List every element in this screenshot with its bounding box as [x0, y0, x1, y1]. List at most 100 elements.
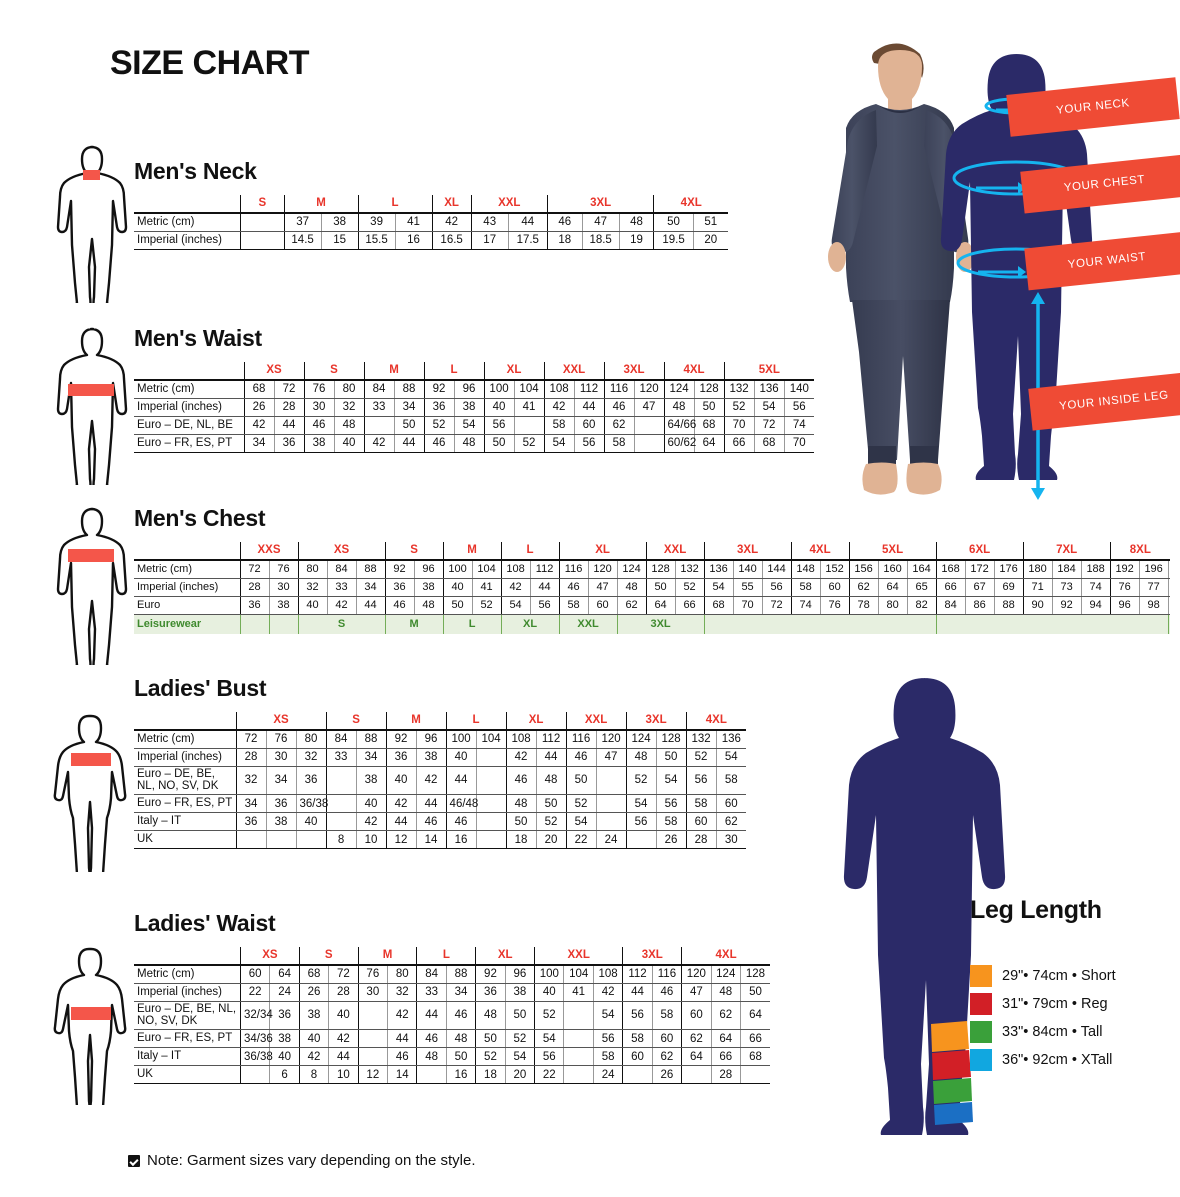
table-header-row: XS S M L XL XXL 3XL 4XL 5XL: [134, 362, 815, 381]
cell: 60: [819, 578, 850, 597]
cell: 86: [964, 596, 995, 615]
cell: [563, 1065, 594, 1085]
cell: 196: [1138, 560, 1169, 579]
cell: 90: [1022, 596, 1053, 615]
cell: 124: [625, 730, 657, 749]
cell: 56: [529, 596, 560, 615]
male-figure-chest: [56, 507, 128, 665]
cell: 30: [715, 830, 747, 850]
cell: 38: [265, 812, 296, 832]
cell: 10: [328, 1065, 359, 1085]
cell: 140: [783, 380, 815, 399]
cell: 58: [592, 1047, 623, 1067]
cell: 16: [445, 830, 477, 850]
cell: 33: [326, 578, 357, 597]
model-photo: [828, 43, 974, 495]
cell: 56: [625, 812, 657, 832]
waist-highlight-band-female: [71, 1007, 111, 1020]
cell: 42: [543, 398, 575, 417]
size-header: M: [442, 542, 502, 561]
table-header-row: XS S M L XL XXL 3XL 4XL: [134, 712, 747, 731]
cell: 26: [655, 830, 687, 850]
cell: 38: [355, 766, 387, 796]
female-figure-waist: [53, 947, 127, 1105]
cell: 48: [413, 596, 444, 615]
row-label: Euro – DE, BE, NL, NO, SV, DK: [134, 1001, 241, 1031]
cell: 54: [453, 416, 485, 435]
leisurewear-cell: M: [384, 614, 444, 634]
cell: 56: [622, 1001, 653, 1031]
cell: 36: [423, 398, 455, 417]
cell: 76: [1109, 578, 1140, 597]
table-row: Euro – DE, BE, NL, NO, SV, DK 32 34 36 38 40 42…: [134, 766, 747, 796]
leg-length-bands: [931, 1021, 973, 1125]
cell: 62: [603, 416, 635, 435]
cell: 42: [415, 766, 447, 796]
cell: 56: [783, 398, 815, 417]
leisurewear-row: Leisurewear S M L XL XXL 3XL: [134, 614, 1170, 634]
size-header: XS: [297, 542, 386, 561]
cell: 80: [387, 965, 417, 984]
cell: 124: [663, 380, 695, 399]
cell: 92: [385, 730, 417, 749]
cell: 96: [453, 380, 485, 399]
waist-highlight-band: [68, 384, 114, 396]
cell: 100: [442, 560, 473, 579]
cell: 88: [355, 730, 387, 749]
cell: 64/66: [663, 416, 696, 435]
row-label: Euro – DE, NL, BE: [134, 416, 244, 435]
cell: 160: [877, 560, 908, 579]
cell: 128: [693, 380, 725, 399]
row-label: Euro – FR, ES, PT: [134, 1029, 241, 1049]
leg-length-legend: 29"• 74cm • Short 31"• 79cm • Reg 33"• 8…: [970, 962, 1116, 1074]
cell: 36: [384, 578, 415, 597]
cell: 74: [790, 596, 821, 615]
cell: 72: [328, 965, 359, 984]
cell: 92: [384, 560, 415, 579]
legend-item-reg: 31"• 79cm • Reg: [970, 990, 1116, 1018]
table-mens-neck: S M L XL XXL 3XL 4XL Metric (cm) 37 38 3…: [134, 195, 728, 250]
legend-item-xtall: 36"• 92cm • XTall: [970, 1046, 1116, 1074]
cell: [595, 766, 627, 796]
cell: 58: [715, 766, 747, 796]
cell: 84: [416, 965, 447, 984]
table-row: UK 6 8 10 12 14 16 18 20 22 24 26 28: [134, 1065, 770, 1085]
cell: 48: [710, 983, 741, 1002]
size-header: 3XL: [622, 947, 682, 966]
note-check-icon: [128, 1154, 140, 1167]
section-title-mens-chest: Men's Chest: [134, 505, 266, 531]
cell: 172: [964, 560, 995, 579]
cell: [1167, 560, 1170, 579]
cell: 44: [535, 748, 567, 767]
size-header: 5XL: [848, 542, 937, 561]
cell: 80: [333, 380, 365, 399]
size-header: XL: [505, 712, 567, 731]
cell: 10: [355, 830, 387, 850]
row-label: Metric (cm): [134, 560, 240, 579]
chest-highlight-band: [68, 549, 114, 562]
table-row: Metric (cm) 37 38 39 41 42 43 44 46 47 4…: [134, 213, 728, 232]
cell: 34: [243, 434, 274, 453]
leisurewear-cell: [268, 614, 299, 634]
cell: 176: [993, 560, 1024, 579]
cell: [363, 416, 395, 435]
cell: 8: [298, 1065, 329, 1085]
cell: 24: [595, 830, 627, 850]
cell: 64: [739, 1001, 770, 1031]
table-row: Euro – FR, ES, PT 34 36 38 40 42 44 46 48 50 52 54 5…: [134, 434, 815, 453]
row-label: Euro – FR, ES, PT: [134, 434, 244, 453]
cell: 128: [645, 560, 676, 579]
cell: [240, 213, 285, 232]
leisurewear-cell: [703, 614, 937, 634]
cell: 20: [535, 830, 567, 850]
swatch-orange-icon: [970, 965, 992, 987]
cell: 54: [565, 812, 597, 832]
cell: [563, 1029, 594, 1049]
cell: 67: [964, 578, 995, 597]
cell: 58: [622, 1029, 653, 1049]
cell: [563, 1047, 594, 1067]
cell: 62: [715, 812, 747, 832]
row-label: Euro – FR, ES, PT: [134, 794, 236, 814]
cell: [563, 1001, 594, 1031]
cell: 52: [674, 578, 705, 597]
